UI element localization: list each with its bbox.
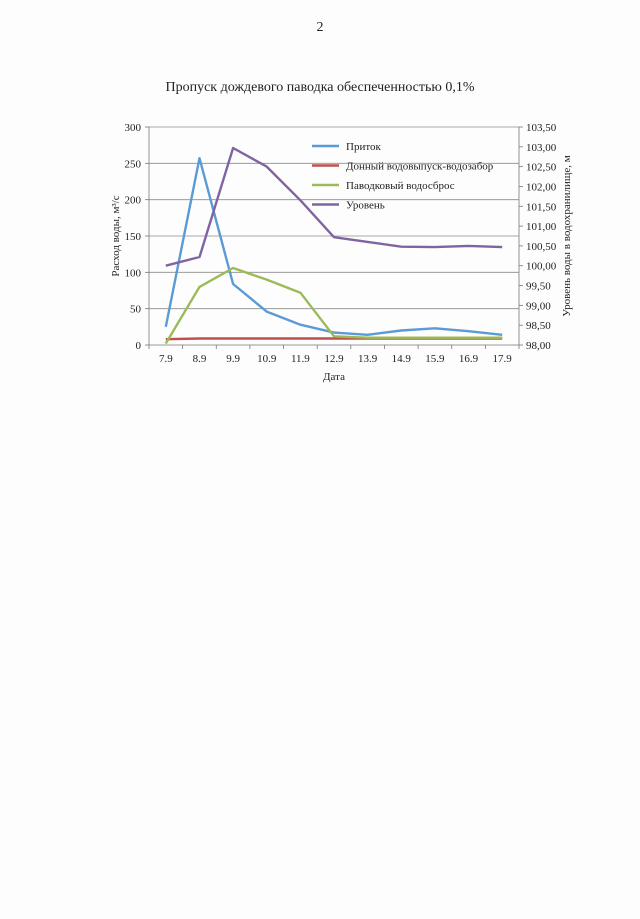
right-tick-label: 98,00 bbox=[526, 340, 551, 352]
left-tick-label: 150 bbox=[125, 231, 142, 243]
right-tick-label: 100,50 bbox=[526, 241, 557, 253]
legend-label-4: Уровень bbox=[346, 200, 385, 212]
x-tick-label: 9.9 bbox=[226, 353, 240, 365]
x-tick-label: 7.9 bbox=[159, 353, 173, 365]
right-tick-label: 98,50 bbox=[526, 320, 551, 332]
chart-title: Пропуск дождевого паводка обеспеченность… bbox=[165, 80, 475, 95]
x-tick-label: 16.9 bbox=[459, 353, 479, 365]
x-axis-title: Дата bbox=[323, 371, 345, 383]
series-line-3 bbox=[164, 266, 503, 345]
right-tick-label: 102,50 bbox=[526, 162, 557, 174]
series-line-1 bbox=[164, 156, 503, 336]
right-tick-label: 99,50 bbox=[526, 281, 551, 293]
legend-label-1: Приток bbox=[346, 141, 381, 153]
legend-label-2: Донный водовыпуск-водозабор bbox=[346, 161, 494, 173]
right-tick-label: 103,50 bbox=[526, 122, 557, 134]
left-tick-label: 300 bbox=[125, 122, 142, 134]
x-tick-label: 17.9 bbox=[493, 353, 513, 365]
right-tick-label: 100,00 bbox=[526, 261, 557, 273]
left-tick-label: 0 bbox=[136, 340, 142, 352]
left-tick-label: 200 bbox=[125, 195, 142, 207]
x-tick-label: 12.9 bbox=[324, 353, 344, 365]
x-tick-label: 11.9 bbox=[291, 353, 310, 365]
x-tick-label: 8.9 bbox=[193, 353, 207, 365]
page-number: 2 bbox=[316, 20, 324, 35]
right-axis-title: Уровень воды в водохранилище, м bbox=[561, 155, 573, 316]
x-tick-label: 14.9 bbox=[392, 353, 412, 365]
left-tick-label: 100 bbox=[125, 267, 142, 279]
right-tick-label: 103,00 bbox=[526, 142, 557, 154]
x-tick-label: 13.9 bbox=[358, 353, 378, 365]
legend-label-3: Паводковый водосброс bbox=[346, 180, 455, 192]
right-tick-label: 101,00 bbox=[526, 221, 557, 233]
right-tick-label: 99,00 bbox=[526, 300, 551, 312]
left-tick-label: 250 bbox=[125, 158, 142, 170]
x-tick-label: 15.9 bbox=[425, 353, 445, 365]
left-axis-title: Расход воды, м³/с bbox=[110, 195, 122, 276]
x-tick-label: 10.9 bbox=[257, 353, 277, 365]
right-tick-label: 101,50 bbox=[526, 201, 557, 213]
series-line-4 bbox=[165, 146, 503, 267]
left-tick-label: 50 bbox=[130, 304, 142, 316]
right-tick-label: 102,00 bbox=[526, 181, 557, 193]
